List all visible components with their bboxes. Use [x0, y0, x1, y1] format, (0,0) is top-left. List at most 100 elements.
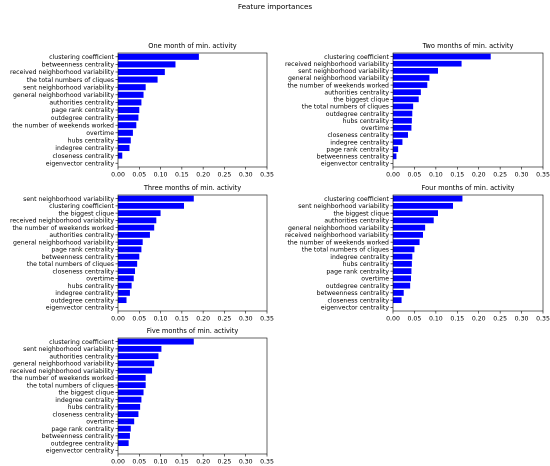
- y-tick-label: sent neighborhood variability: [23, 196, 114, 203]
- y-tick-label: outdegree centrality: [326, 283, 390, 290]
- y-tick-label: general neighborhood variability: [288, 225, 389, 232]
- subplot-title: Four months of min. activity: [422, 184, 515, 192]
- y-tick-label: outdegree centrality: [326, 111, 390, 118]
- x-tick-label: 0.30: [515, 316, 529, 323]
- subplot-5: Five months of min. activity clustering c…: [10, 327, 274, 466]
- bar: [118, 411, 139, 418]
- y-tick-label: authorities centrality: [49, 232, 114, 239]
- x-tick-label: 0.35: [260, 316, 274, 323]
- y-tick-label: received neighborhood variability: [10, 368, 114, 375]
- y-tick-label: eigenvector centrality: [46, 448, 115, 455]
- x-tick-label: 0.00: [111, 172, 125, 179]
- x-tick-label: 0.20: [472, 172, 486, 179]
- bar: [393, 239, 420, 246]
- x-tick-label: 0.15: [450, 172, 464, 179]
- x-tick-label: 0.00: [111, 316, 125, 323]
- bar: [393, 132, 408, 138]
- bar: [118, 84, 146, 91]
- subplot-grid: One month of min. activity clustering coe…: [10, 42, 550, 466]
- y-tick-label: indegree centrality: [55, 145, 114, 152]
- figure-title: Feature importances: [238, 2, 313, 11]
- x-tick-label: 0.20: [196, 316, 210, 323]
- y-tick-label: the biggest clique: [333, 97, 389, 104]
- y-tick-label: general neighborhood variability: [13, 239, 114, 246]
- x-tick-label: 0.20: [196, 172, 210, 179]
- bar: [393, 117, 412, 124]
- axes-frame: [117, 52, 268, 168]
- bar: [393, 202, 453, 209]
- y-tick-label: hubs centrality: [343, 261, 390, 268]
- y-tick-label: overtime: [361, 276, 389, 283]
- bar: [118, 114, 139, 121]
- y-tick-label: the total numbers of cliques: [27, 261, 114, 268]
- bar: [118, 289, 130, 296]
- y-tick-label: betweenness centrality: [317, 154, 390, 161]
- bar: [118, 360, 155, 367]
- x-tick-label: 0.35: [260, 172, 274, 179]
- bar: [118, 195, 194, 202]
- axes-frame: [117, 194, 268, 312]
- y-tick-label: authorities centrality: [324, 218, 389, 225]
- y-tick-label: closeness centrality: [53, 153, 115, 160]
- x-tick-label: 0.25: [218, 459, 232, 466]
- x-tick-label: 0.15: [175, 172, 189, 179]
- y-tick-label: clustering coefficient: [49, 203, 114, 210]
- axes-frame: [117, 337, 268, 455]
- y-tick-label: general neighborhood variability: [13, 92, 114, 99]
- x-tick-label: 0.30: [515, 172, 529, 179]
- bar: [118, 353, 159, 360]
- bar: [118, 275, 134, 282]
- x-tick-label: 0.10: [429, 172, 443, 179]
- bar: [118, 210, 161, 217]
- y-tick-label: page rank centrality: [51, 247, 114, 254]
- y-tick-label: betweenness centrality: [42, 254, 115, 261]
- y-tick-label: sent neighborhood variability: [23, 346, 114, 353]
- bar: [118, 122, 137, 129]
- y-tick-label: eigenvector centrality: [46, 305, 115, 312]
- bar: [118, 268, 136, 275]
- y-tick-label: sent neighborhood variability: [298, 68, 389, 75]
- bar: [118, 231, 150, 238]
- y-tick-label: indegree centrality: [55, 397, 114, 404]
- bar: [118, 68, 165, 76]
- bar: [118, 61, 176, 68]
- y-tick-label: the total numbers of cliques: [302, 104, 389, 111]
- y-tick-label: page rank centrality: [326, 146, 389, 153]
- bar: [393, 217, 434, 224]
- bar: [118, 144, 130, 152]
- y-tick-label: authorities centrality: [49, 100, 114, 107]
- y-tick-label: eigenvector centrality: [321, 161, 390, 168]
- bar: [118, 91, 144, 98]
- bar: [118, 367, 153, 374]
- y-tick-label: the total numbers of cliques: [27, 382, 114, 389]
- bar: [118, 137, 131, 144]
- y-tick-label: betweenness centrality: [42, 62, 115, 69]
- x-tick-label: 0.15: [175, 316, 189, 323]
- subplot-title: One month of min. activity: [148, 42, 236, 50]
- bar: [393, 103, 414, 110]
- bar: [393, 268, 412, 275]
- bar: [118, 382, 146, 389]
- bar: [118, 129, 133, 136]
- x-tick-label: 0.30: [239, 316, 253, 323]
- bar: [118, 260, 138, 267]
- bar: [118, 396, 142, 403]
- y-tick-label: overtime: [361, 125, 389, 132]
- x-tick-label: 0.05: [132, 316, 146, 323]
- bar: [118, 217, 157, 224]
- x-tick-label: 0.30: [239, 172, 253, 179]
- bar: [118, 76, 158, 83]
- y-tick-label: received neighborhood variability: [10, 218, 114, 225]
- subplot-4: Four months of min. activity clustering c…: [285, 184, 550, 323]
- y-tick-label: page rank centrality: [51, 426, 114, 433]
- y-tick-label: closeness centrality: [53, 268, 115, 275]
- y-tick-label: outdegree centrality: [51, 115, 115, 122]
- bar: [118, 224, 155, 231]
- x-tick-label: 0.35: [260, 459, 274, 466]
- y-tick-label: sent neighborhood variability: [298, 203, 389, 210]
- y-tick-label: the number of weekends worked: [287, 82, 389, 89]
- bar: [118, 432, 130, 439]
- y-tick-label: general neighborhood variability: [13, 361, 114, 368]
- y-tick-label: the biggest clique: [58, 390, 114, 397]
